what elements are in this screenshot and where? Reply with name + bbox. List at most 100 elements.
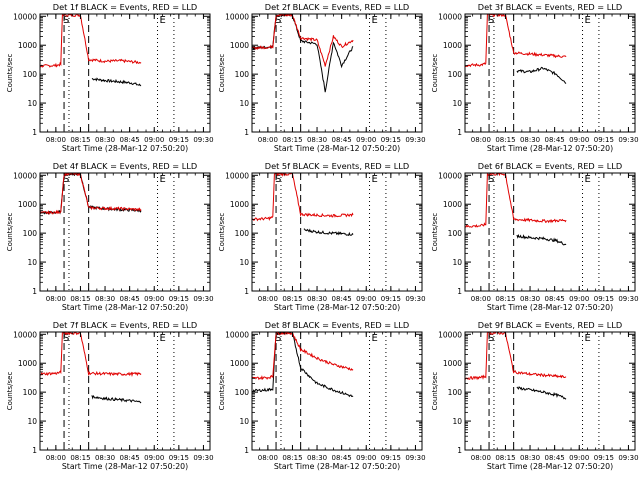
x-tick-label: 09:30: [618, 454, 638, 462]
x-tick-label: 08:00: [471, 295, 491, 303]
y-axis-label: Counts/sec: [6, 213, 14, 252]
x-tick-label: 09:15: [381, 295, 401, 303]
end-marker: E: [585, 15, 591, 26]
series-events-line: [91, 394, 142, 404]
y-axis-label: Counts/sec: [6, 54, 14, 93]
x-tick-label: 09:00: [144, 295, 164, 303]
y-tick-label: 100: [235, 388, 250, 397]
x-axis-label: Start Time (28-Mar-12 07:50:20): [274, 462, 400, 471]
y-tick-label: 10: [239, 258, 249, 267]
x-tick-label: 09:30: [405, 136, 425, 144]
chart-title: Det 2f BLACK = Events, RED = LLD: [265, 2, 409, 12]
series-events-line: [252, 332, 354, 398]
chart-title: Det 3f BLACK = Events, RED = LLD: [478, 2, 622, 12]
y-tick-label: 10000: [13, 171, 37, 180]
x-tick-label: 08:30: [95, 136, 115, 144]
y-tick-label: 10000: [13, 12, 37, 21]
x-tick-label: 09:00: [144, 136, 164, 144]
chart-panel-7: Det 7f BLACK = Events, RED = LLD S E 1 10 100…: [6, 320, 214, 471]
x-tick-label: 08:00: [471, 136, 491, 144]
y-tick-label: 100: [448, 70, 463, 79]
series-lld-line: [465, 173, 567, 228]
x-tick-label: 08:30: [307, 136, 327, 144]
x-tick-label: 08:45: [545, 454, 565, 462]
chart-panel-2: Det 2f BLACK = Events, RED = LLD S E 1 10 100…: [218, 2, 426, 153]
chart-title: Det 5f BLACK = Events, RED = LLD: [265, 161, 409, 171]
y-tick-label: 1000: [230, 200, 249, 209]
y-tick-label: 100: [23, 388, 38, 397]
end-marker: E: [160, 333, 166, 344]
y-axis-label: Counts/sec: [431, 372, 439, 411]
series-events-line: [91, 77, 142, 87]
end-marker: E: [160, 15, 166, 26]
x-axis-label: Start Time (28-Mar-12 07:50:20): [487, 303, 613, 312]
x-tick-label: 08:15: [70, 136, 90, 144]
start-marker: S: [488, 174, 494, 185]
series-lld-line: [465, 332, 567, 381]
x-tick-label: 08:15: [282, 136, 302, 144]
x-tick-label: 09:30: [193, 454, 213, 462]
x-tick-label: 08:15: [70, 454, 90, 462]
chart-title: Det 7f BLACK = Events, RED = LLD: [53, 320, 197, 330]
y-tick-label: 1: [32, 128, 37, 137]
y-tick-label: 1: [244, 446, 249, 455]
x-tick-label: 08:30: [307, 295, 327, 303]
y-tick-label: 10000: [438, 12, 462, 21]
x-tick-label: 08:45: [332, 136, 352, 144]
x-tick-label: 08:45: [120, 136, 140, 144]
series-lld-line: [252, 332, 354, 381]
y-tick-label: 10: [27, 417, 37, 426]
y-tick-label: 10000: [438, 171, 462, 180]
x-tick-label: 08:00: [471, 454, 491, 462]
x-tick-label: 09:15: [594, 295, 614, 303]
chart-panel-3: Det 3f BLACK = Events, RED = LLD S E 1 10 100…: [431, 2, 639, 153]
end-marker: E: [585, 333, 591, 344]
series-events-line: [516, 233, 567, 246]
x-tick-label: 09:00: [569, 136, 589, 144]
y-tick-label: 1000: [443, 41, 462, 50]
start-marker: S: [275, 333, 281, 344]
x-tick-label: 09:00: [356, 136, 376, 144]
chart-panel-8: Det 8f BLACK = Events, RED = LLD S E 1 10 100…: [218, 320, 426, 471]
x-tick-label: 09:00: [569, 454, 589, 462]
x-axis-label: Start Time (28-Mar-12 07:50:20): [274, 144, 400, 153]
start-marker: S: [275, 174, 281, 185]
x-tick-label: 08:00: [46, 295, 66, 303]
y-tick-label: 100: [448, 229, 463, 238]
series-events-line: [516, 386, 567, 400]
x-tick-label: 09:15: [594, 136, 614, 144]
y-tick-label: 100: [448, 388, 463, 397]
y-tick-label: 10000: [225, 330, 249, 339]
start-marker: S: [63, 15, 69, 26]
y-tick-label: 1: [457, 128, 462, 137]
end-marker: E: [372, 15, 378, 26]
series-lld-line: [465, 14, 567, 68]
x-axis-label: Start Time (28-Mar-12 07:50:20): [487, 144, 613, 153]
chart-panel-9: Det 9f BLACK = Events, RED = LLD S E 1 10 100…: [431, 320, 639, 471]
x-tick-label: 08:00: [46, 136, 66, 144]
x-tick-label: 08:30: [520, 295, 540, 303]
y-tick-label: 10: [27, 99, 37, 108]
y-tick-label: 10: [239, 417, 249, 426]
x-tick-label: 08:00: [46, 454, 66, 462]
y-tick-label: 1000: [18, 359, 37, 368]
y-tick-label: 10000: [225, 171, 249, 180]
series-events-line: [303, 228, 354, 237]
chart-title: Det 6f BLACK = Events, RED = LLD: [478, 161, 622, 171]
x-tick-label: 08:30: [520, 136, 540, 144]
x-tick-label: 09:30: [193, 295, 213, 303]
x-tick-label: 09:00: [144, 454, 164, 462]
end-marker: E: [585, 174, 591, 185]
start-marker: S: [488, 333, 494, 344]
x-tick-label: 08:30: [95, 295, 115, 303]
x-tick-label: 09:30: [193, 136, 213, 144]
x-tick-label: 08:45: [332, 295, 352, 303]
y-axis-label: Counts/sec: [218, 54, 226, 93]
end-marker: E: [372, 333, 378, 344]
x-tick-label: 09:30: [618, 295, 638, 303]
start-marker: S: [488, 15, 494, 26]
series-events-line: [40, 173, 142, 216]
y-tick-label: 1: [457, 287, 462, 296]
y-tick-label: 10000: [225, 12, 249, 21]
